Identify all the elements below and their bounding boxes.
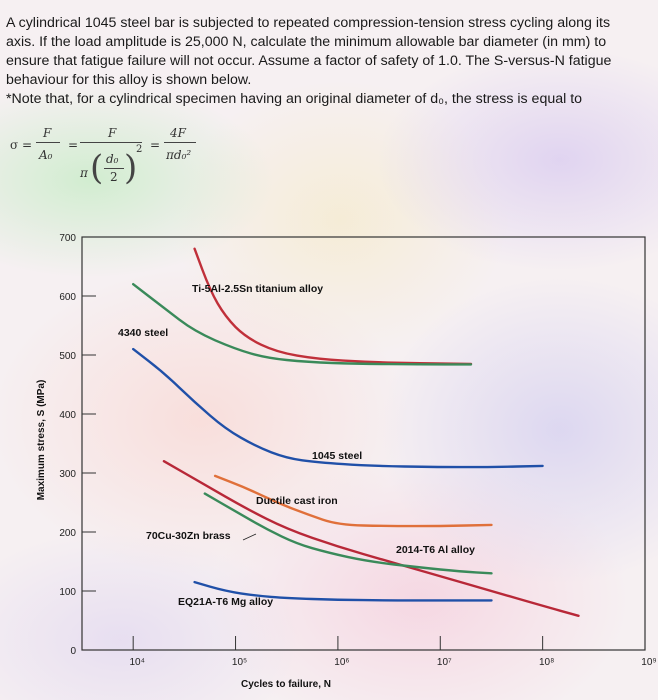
formula-F2: F (108, 126, 117, 140)
brass-leader (242, 533, 257, 541)
chart-curves (132, 247, 580, 617)
chart-axes: 700 600 500 400 300 200 100 0 10⁴ 10⁵ 10⁶ 10⁷ 10⁸ 10⁹ (59, 233, 656, 668)
formula-bar-4 (164, 142, 196, 143)
formula-A0: A₀ (39, 148, 53, 162)
series-curve-3 (213, 474, 493, 528)
y-tick-label: 300 (59, 469, 76, 480)
problem-line-1: A cylindrical 1045 steel bar is subjecte… (6, 15, 611, 31)
formula-pi: π (80, 166, 88, 180)
series-curve-1 (132, 283, 473, 366)
y-tick-label: 200 (59, 528, 76, 539)
series-curve-5 (203, 492, 493, 575)
y-tick-label: 0 (70, 646, 76, 657)
problem-note: *Note that, for a cylindrical specimen h… (6, 91, 583, 107)
plot-frame (81, 236, 646, 651)
curve-label-3: Ductile cast iron (256, 495, 338, 507)
x-tick-label: 10⁴ (129, 657, 144, 668)
formula-F1: F (43, 126, 52, 140)
x-axis-title: Cycles to failure, N (241, 679, 331, 690)
formula-rparen: ) (124, 148, 138, 188)
stress-formula: σ = F A₀ = F π ( d₀ 2 ) 2 = 4F πd₀² (10, 122, 210, 202)
y-tick-label: 100 (59, 587, 76, 598)
formula-lparen: ( (90, 148, 104, 188)
y-tick-label: 500 (59, 351, 76, 362)
x-tick-label: 10⁸ (539, 657, 554, 668)
curve-label-6: EQ21A-T6 Mg alloy (178, 596, 273, 608)
formula-eq-2: = (150, 138, 161, 152)
curve-label-5: 2014-T6 Al alloy (396, 544, 475, 556)
series-curve-0 (193, 247, 473, 366)
curve-label-1: 4340 steel (118, 327, 168, 339)
formula-two: 2 (110, 170, 118, 184)
curve-label-0: Ti-5Al-2.5Sn titanium alloy (192, 283, 323, 295)
x-tick-label: 10⁵ (232, 657, 247, 668)
formula-num: 4F (170, 126, 186, 140)
x-tick-label: 10⁶ (334, 657, 349, 668)
curve-label-2: 1045 steel (312, 450, 362, 462)
formula-sigma: σ = (10, 138, 33, 152)
formula-den: πd₀² (166, 148, 192, 162)
y-tick-label: 400 (59, 410, 76, 421)
chart-curve-labels: Ti-5Al-2.5Sn titanium alloy 4340 steel 104… (118, 283, 475, 608)
problem-line-3: ensure that fatigue failure will not occ… (6, 53, 612, 69)
formula-d0: d₀ (106, 152, 119, 166)
problem-line-2: axis. If the load amplitude is 25,000 N,… (6, 34, 607, 50)
y-tick-label: 700 (59, 233, 76, 244)
x-tick-label: 10⁹ (641, 657, 656, 668)
formula-bar-2 (80, 142, 142, 143)
formula-bar-3 (104, 168, 124, 169)
problem-line-4: behaviour for this alloy is shown below. (6, 72, 252, 88)
series-curve-6 (193, 580, 493, 602)
series-curve-2 (132, 347, 544, 469)
series-curve-4 (162, 460, 580, 617)
formula-eq-1: = (68, 138, 79, 152)
formula-square: 2 (136, 144, 143, 155)
curve-label-4: 70Cu-30Zn brass (146, 530, 231, 542)
y-tick-label: 600 (59, 292, 76, 303)
problem-statement: A cylindrical 1045 steel bar is subjecte… (6, 14, 652, 109)
x-tick-label: 10⁷ (437, 657, 452, 668)
y-axis-title: Maximum stress, S (MPa) (36, 380, 47, 501)
formula-bar-1 (36, 142, 60, 143)
